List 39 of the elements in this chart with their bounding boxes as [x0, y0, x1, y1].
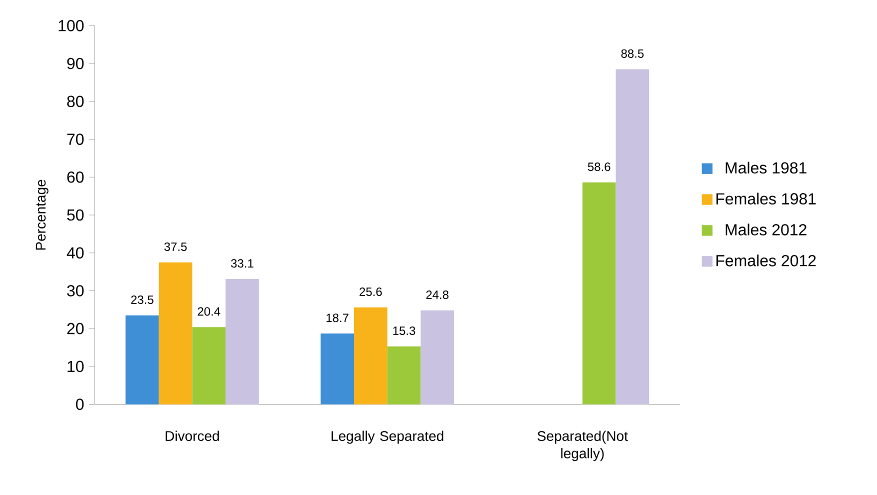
bar [616, 69, 650, 404]
data-label: 18.7 [326, 314, 348, 322]
legend-label: Males 1981 [726, 162, 806, 174]
data-label: 24.8 [426, 290, 448, 300]
bar [420, 310, 454, 404]
legend-label: Females 1981 [716, 192, 816, 204]
bar [354, 307, 388, 404]
bar [582, 182, 616, 404]
data-label: 20.4 [198, 307, 220, 316]
bar [158, 262, 192, 404]
bar [226, 278, 259, 404]
data-label: 58.6 [588, 162, 610, 172]
y-tick-label: 80 [67, 96, 84, 108]
y-tick-label: 90 [67, 58, 84, 70]
legend-label: Females 2012 [716, 254, 816, 266]
legend-label: Males 2012 [726, 224, 806, 236]
bar [320, 334, 354, 404]
x-tick-label: Separated(Not legally) [538, 430, 628, 462]
y-tick-label: 10 [68, 360, 84, 372]
y-tick-label: 60 [67, 171, 84, 183]
data-label: 23.5 [131, 295, 154, 304]
y-tick-label: 20 [67, 322, 84, 334]
y-tick-label: 100 [58, 20, 84, 32]
data-label: 33.1 [231, 259, 254, 268]
y-tick-label: 70 [67, 134, 84, 145]
bar [126, 315, 159, 404]
data-label: 25.6 [360, 288, 382, 296]
bar [387, 346, 421, 404]
y-axis-title: Percentage [36, 180, 48, 250]
y-tick-label: 0 [76, 398, 84, 410]
x-tick-label: Legally Separated [332, 430, 444, 444]
y-tick-label: 40 [66, 247, 84, 259]
data-label: 88.5 [621, 49, 644, 58]
x-tick-label: Divorced [166, 430, 219, 442]
data-label: 37.5 [164, 242, 187, 251]
data-label: 15.3 [393, 326, 416, 336]
bar [192, 327, 226, 404]
y-tick-label: 50 [67, 209, 84, 221]
y-tick-label: 30 [67, 285, 84, 296]
